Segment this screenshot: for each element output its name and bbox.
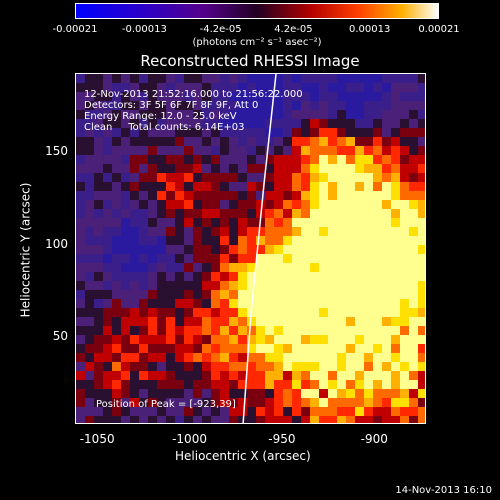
limb-line	[242, 74, 277, 423]
colorbar-unit: (photons cm⁻² s⁻¹ asec⁻²)	[192, 37, 322, 48]
energy-range-text: Energy Range: 12.0 - 25.0 keV	[84, 111, 237, 122]
y-tick-label: 150	[45, 144, 68, 159]
flux-heatmap	[76, 74, 425, 423]
x-tick-label: -950	[268, 432, 296, 446]
x-axis-label: Heliocentric X (arcsec)	[175, 449, 311, 463]
colorbar-tick-label: -4.2e-05	[199, 24, 242, 35]
colorbar-tick-label: -0.00013	[121, 24, 167, 35]
x-tick-label: -1000	[172, 432, 207, 446]
colorbar	[75, 3, 439, 19]
method-counts-text: Clean Total counts: 6.14E+03	[84, 122, 245, 133]
peak-position-text: Position of Peak = [-923,39]	[96, 399, 236, 410]
y-tick-label: 100	[45, 236, 68, 251]
colorbar-tick-label: 4.2e-05	[274, 24, 313, 35]
detectors-text: Detectors: 3F 5F 6F 7F 8F 9F, Att 0	[84, 100, 259, 111]
colorbar-tick-label: 0.00013	[348, 24, 391, 35]
time-range-text: 12-Nov-2013 21:52:16.000 to 21:56:22.000	[84, 89, 303, 100]
image-plot: 12-Nov-2013 21:52:16.000 to 21:56:22.000…	[75, 73, 426, 424]
y-tick-label: 50	[52, 329, 68, 344]
colorbar-tick-label: 0.00021	[418, 24, 460, 35]
y-axis-label: Heliocentric Y (arcsec)	[18, 182, 33, 318]
image-title: Reconstructed RHESSI Image	[140, 52, 360, 70]
timestamp: 14-Nov-2013 16:10	[395, 485, 492, 496]
x-tick-label: -900	[360, 432, 388, 446]
x-tick-label: -1050	[79, 432, 115, 446]
colorbar-tick-label: -0.00021	[52, 24, 98, 35]
